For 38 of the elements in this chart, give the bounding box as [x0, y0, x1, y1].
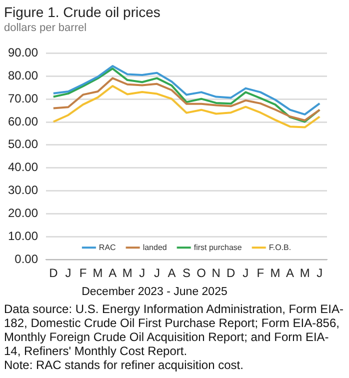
text: Note: RAC stands for refiner acquisition cost.: [4, 358, 244, 372]
y-tick-label: 70.00: [8, 91, 38, 106]
x-tick-label: J: [139, 266, 146, 280]
chart-title: Figure 1. Crude oil prices: [4, 4, 160, 20]
x-tick-label: A: [168, 266, 176, 280]
y-tick-label: 60.00: [8, 114, 38, 128]
x-tick-label: S: [182, 266, 191, 280]
x-tick-label: M: [270, 266, 280, 280]
y-tick-label: 50.00: [8, 137, 38, 152]
x-tick-label: D: [226, 266, 236, 280]
y-tick-label: 30.00: [8, 183, 38, 198]
legend-label: landed: [142, 242, 167, 252]
x-tick-label: J: [65, 266, 72, 280]
y-tick-label: 20.00: [8, 206, 38, 220]
x-tick-label: D: [49, 266, 58, 280]
x-tick-label: J: [316, 266, 323, 280]
x-tick-label: O: [196, 266, 206, 280]
legend-label: RAC: [98, 242, 116, 252]
x-axis-title: December 2023 - June 2025: [80, 286, 228, 298]
source-note: Data source: U.S. Energy Information Administration, Form EIA-182, Domestic Crude Oil First Purchase Report; Form EIA-856, Monthly Foreign Crude Oil Acquisition Report; and Form EIA-14, Refiners' Monthly Cost Report.: [4, 302, 344, 358]
x-tick-label: F: [79, 266, 87, 280]
legend-label: first purchase: [194, 242, 242, 252]
y-tick-label: 40.00: [8, 160, 38, 174]
x-tick-label: A: [108, 266, 117, 280]
y-tick-label: 0.00: [14, 252, 38, 266]
x-tick-label: M: [92, 266, 103, 280]
x-tick-label: J: [242, 266, 249, 280]
legend-label: F.O.B.: [268, 242, 292, 252]
y-tick-label: 90.00: [8, 46, 38, 60]
x-tick-label: M: [122, 266, 132, 280]
x-tick-label: J: [154, 266, 160, 280]
y-tick-label: 80.00: [8, 68, 38, 82]
chart-subtitle: dollars per barrel: [4, 22, 87, 34]
x-tick-label: F: [256, 266, 264, 280]
x-tick-label: N: [212, 266, 220, 280]
x-tick-label: M: [300, 266, 310, 280]
x-tick-label: A: [286, 266, 294, 280]
y-tick-label: 10.00: [8, 228, 38, 243]
